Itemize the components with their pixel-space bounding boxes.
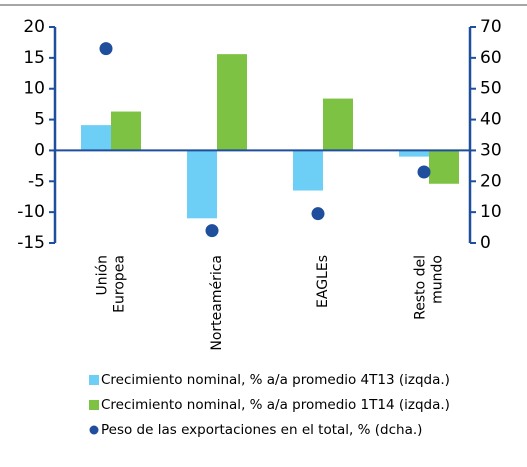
y2-tick-label: 60: [480, 48, 502, 68]
bar: [399, 150, 429, 157]
x-tick-label: mundo: [430, 255, 446, 304]
y2-tick-label: 50: [480, 79, 502, 99]
y-tick-label: -15: [17, 233, 45, 253]
y-tick-label: -10: [17, 202, 45, 222]
y-tick-label: 10: [23, 79, 45, 99]
bar: [217, 54, 247, 151]
legend-marker: [89, 425, 99, 435]
y2-tick-label: 40: [480, 110, 502, 130]
y-tick-label: 20: [23, 17, 45, 37]
dot: [205, 224, 219, 238]
bar: [293, 150, 323, 191]
bar: [111, 111, 141, 151]
y-tick-label: 0: [34, 140, 45, 160]
legend-label: Peso de las exportaciones en el total, %…: [101, 422, 422, 438]
bar: [81, 125, 111, 151]
dot: [311, 207, 325, 221]
x-tick-label: Unión: [95, 255, 111, 295]
y2-tick-label: 0: [480, 233, 491, 253]
x-tick-label: EAGLEs: [315, 255, 331, 308]
y-tick-label: -5: [28, 171, 45, 191]
bar: [187, 150, 217, 219]
y2-tick-label: 10: [480, 202, 502, 222]
y2-tick-label: 70: [480, 17, 502, 37]
y2-tick-label: 20: [480, 171, 502, 191]
x-tick-label: Europea: [112, 255, 128, 313]
x-tick-label: Norteamérica: [209, 255, 225, 351]
bar: [323, 98, 353, 151]
legend-marker: [89, 375, 99, 385]
legend-marker: [89, 400, 99, 410]
bar: [429, 150, 459, 184]
y2-tick-label: 30: [480, 140, 502, 160]
legend-label: Crecimiento nominal, % a/a promedio 4T13…: [101, 372, 450, 388]
legend-label: Crecimiento nominal, % a/a promedio 1T14…: [101, 397, 450, 413]
y-tick-label: 5: [34, 110, 45, 130]
dot: [99, 42, 113, 56]
y-tick-label: 15: [23, 48, 45, 68]
dot: [417, 165, 431, 179]
x-tick-label: Resto del: [413, 255, 429, 320]
